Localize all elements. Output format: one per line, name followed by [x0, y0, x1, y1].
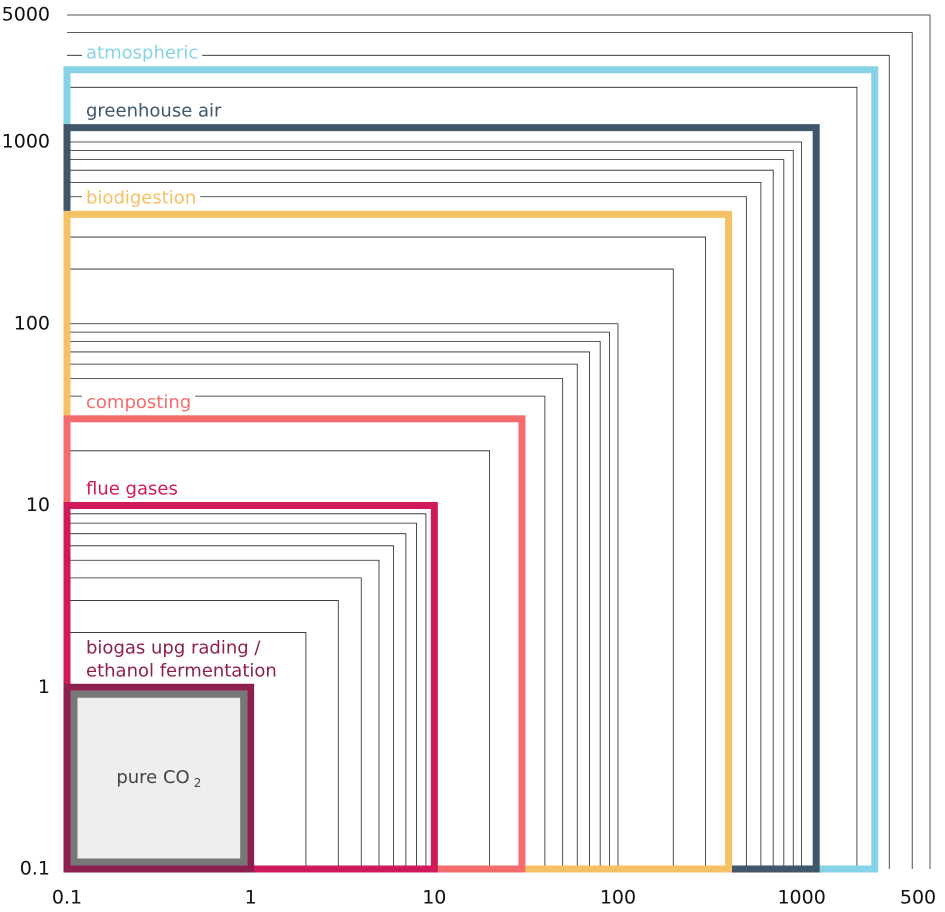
square-line	[67, 86, 858, 869]
box-label: atmospheric	[86, 43, 198, 64]
square-line	[67, 450, 491, 869]
box-label: biodigestion	[86, 187, 196, 208]
box-label: composting	[86, 392, 191, 413]
label-bg	[82, 478, 182, 500]
x-tick-label: 1	[245, 887, 257, 909]
label-subscript: 2	[194, 776, 202, 790]
y-tick-label: 1	[38, 676, 50, 698]
y-tick-label: 10	[26, 494, 50, 516]
x-tick-label: 100	[600, 887, 636, 909]
square-line	[67, 600, 339, 869]
square-line	[67, 169, 774, 869]
square-line	[67, 32, 913, 869]
box-label: ethanol fermentation	[86, 660, 277, 681]
square-line	[67, 522, 417, 869]
label-bg	[82, 391, 196, 413]
square-line	[67, 513, 427, 869]
y-tick-label: 5000	[2, 4, 50, 26]
box	[63, 683, 255, 873]
square-line	[67, 54, 890, 869]
y-tick-label: 100	[14, 312, 50, 334]
label-bg	[82, 100, 227, 122]
square-line	[67, 149, 794, 869]
square-line	[67, 577, 362, 869]
square-line	[67, 181, 762, 869]
square-line	[67, 323, 619, 869]
square-line	[67, 331, 610, 869]
square-line	[67, 533, 407, 869]
square-line	[67, 632, 307, 869]
box-label: biogas upg rading /	[86, 637, 261, 658]
square-line	[67, 545, 394, 869]
box-label: pure CO 2	[116, 767, 201, 790]
label-bg	[82, 42, 203, 64]
square-line	[67, 559, 380, 869]
x-tick-label: 0.1	[52, 887, 82, 909]
x-tick-label: 10	[422, 887, 446, 909]
square-line	[67, 351, 590, 869]
square-line	[67, 236, 706, 869]
label-bg	[82, 660, 281, 682]
square-line	[67, 340, 601, 869]
square-line	[67, 196, 747, 869]
square-line	[67, 363, 578, 869]
box-label: greenhouse air	[86, 101, 222, 122]
square-line	[67, 378, 564, 869]
square-line	[67, 395, 546, 869]
square-line	[67, 159, 785, 869]
box	[70, 690, 248, 866]
square-line	[67, 268, 674, 869]
box-label: flue gases	[86, 479, 178, 500]
y-tick-label: 0.1	[20, 858, 50, 880]
frame	[67, 14, 931, 869]
square-line	[67, 141, 803, 869]
x-tick-label: 1000	[777, 887, 825, 909]
y-tick-label: 1000	[2, 131, 50, 153]
x-tick-label: 500	[900, 887, 936, 909]
label-text: pure CO	[116, 767, 189, 788]
label-bg	[82, 637, 266, 659]
label-bg	[82, 187, 201, 209]
